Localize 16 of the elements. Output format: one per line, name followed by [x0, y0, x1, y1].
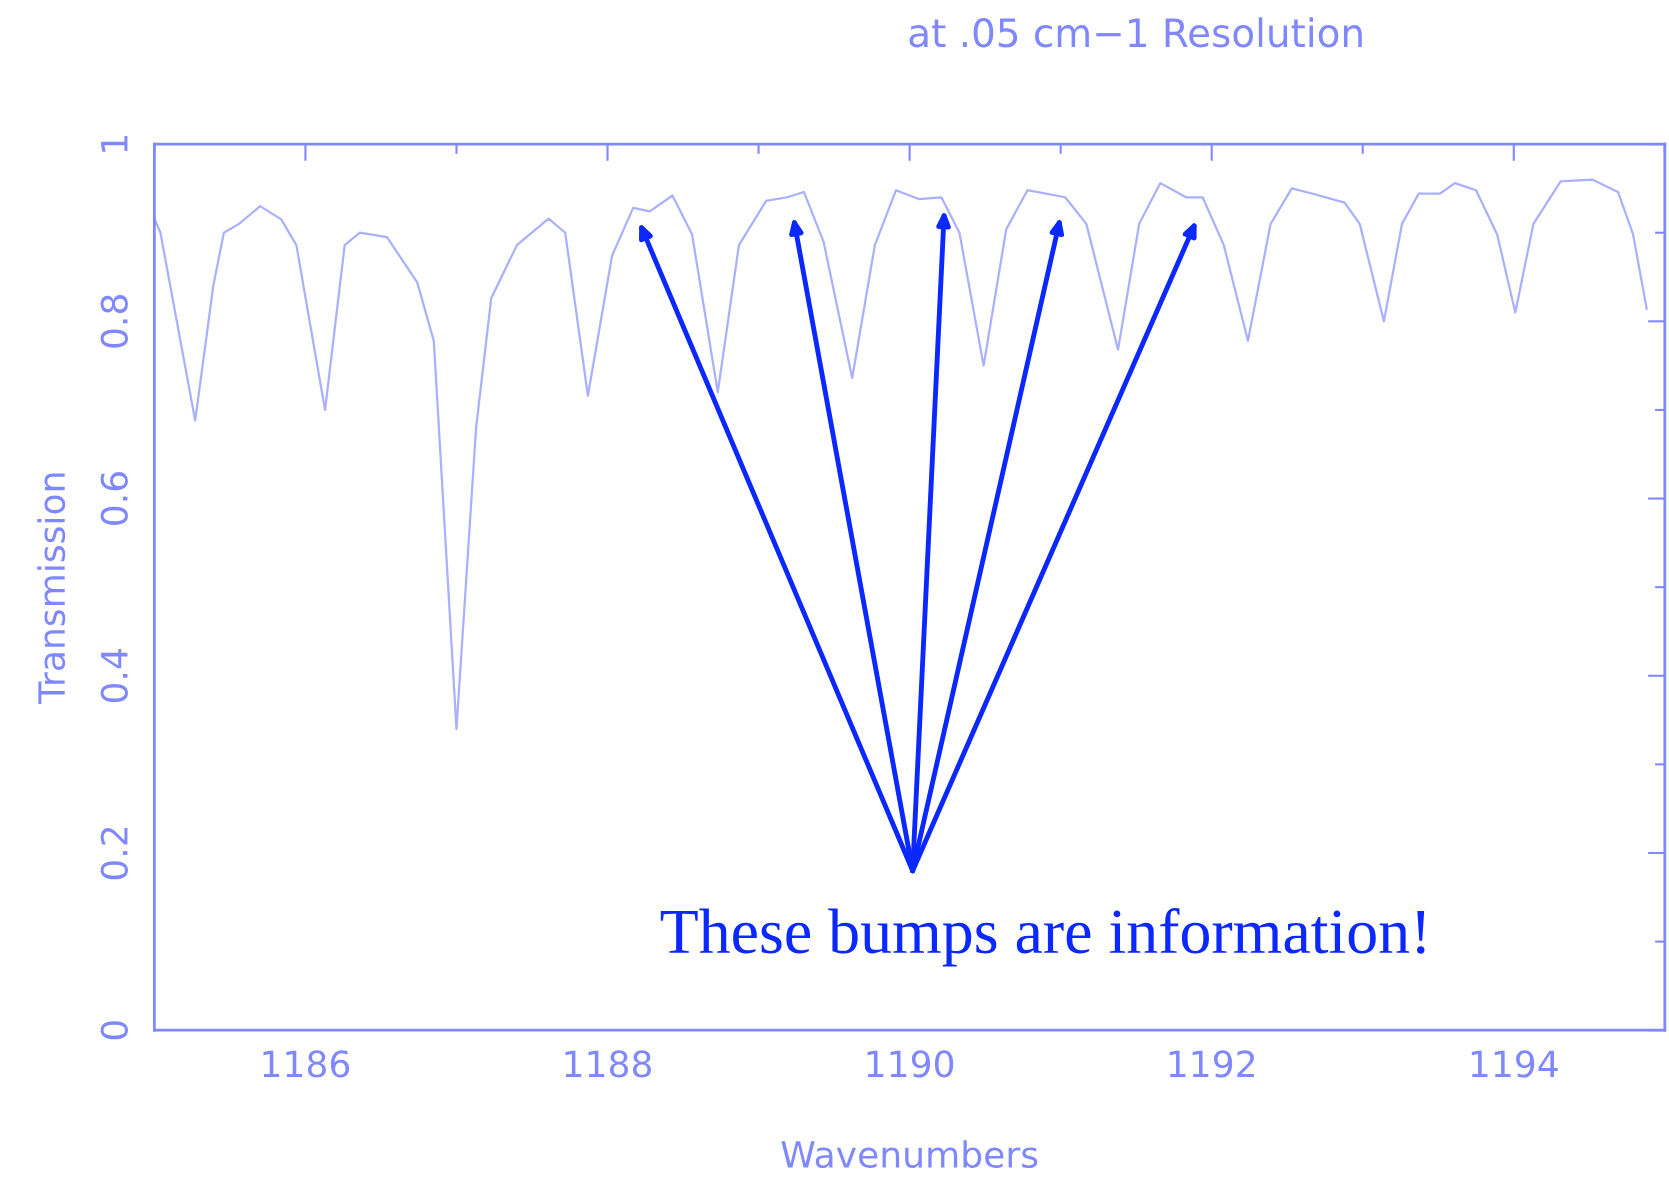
- x-axis-title: Wavenumbers: [781, 1140, 1038, 1169]
- y-tick-label: 0.2: [100, 827, 128, 880]
- x-tick-label: 1194: [1471, 1050, 1558, 1078]
- x-tick-label: 1186: [263, 1050, 350, 1078]
- chart-title: at .05 cm−1 Resolution: [909, 17, 1362, 48]
- y-tick-label: 1: [101, 135, 128, 152]
- y-axis-title: Transmission: [37, 473, 66, 704]
- y-tick-label: 0.4: [100, 649, 128, 703]
- y-tick-label: 0: [100, 1021, 128, 1040]
- x-tick-label: 1190: [867, 1050, 954, 1078]
- line-series: [154, 178, 1648, 731]
- x-tick-label: 1188: [565, 1050, 651, 1078]
- y-tick-label: 0.8: [100, 295, 128, 348]
- annotation: These bumps are information!: [660, 907, 1425, 967]
- x-tick-label: 1192: [1169, 1050, 1255, 1078]
- y-tick-label: 0.6: [100, 472, 128, 525]
